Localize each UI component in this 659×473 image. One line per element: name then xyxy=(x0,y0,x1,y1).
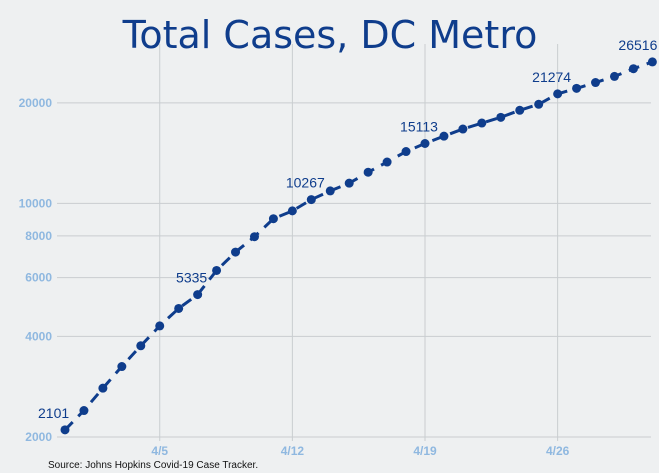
y-tick-label: 20000 xyxy=(19,96,53,110)
data-point xyxy=(609,71,619,81)
data-point xyxy=(628,64,638,74)
x-tick-label: 4/19 xyxy=(413,444,437,458)
data-label: 10267 xyxy=(286,175,325,191)
data-point xyxy=(591,78,601,88)
data-point xyxy=(306,195,316,205)
data-point xyxy=(647,57,657,67)
data-point xyxy=(287,206,297,216)
chart-title: Total Cases, DC Metro xyxy=(122,13,538,57)
series-points xyxy=(60,57,657,435)
data-point xyxy=(249,232,259,242)
data-label: 26516 xyxy=(618,37,657,53)
data-label: 15113 xyxy=(400,119,438,135)
data-point xyxy=(382,157,392,167)
y-tick-label: 4000 xyxy=(25,329,52,343)
data-point xyxy=(117,362,127,372)
data-point xyxy=(477,118,487,128)
grid-lines xyxy=(57,44,651,441)
x-tick-label: 4/5 xyxy=(151,444,168,458)
data-point xyxy=(401,147,411,157)
data-point xyxy=(174,303,184,313)
data-point xyxy=(79,406,89,416)
data-label: 21274 xyxy=(532,69,571,85)
x-tick-label: 4/26 xyxy=(546,444,570,458)
data-point xyxy=(439,131,449,141)
y-tick-label: 10000 xyxy=(19,196,53,210)
y-tick-label: 6000 xyxy=(25,271,52,285)
data-point xyxy=(268,214,278,224)
data-point xyxy=(136,341,146,351)
data-point xyxy=(515,105,525,115)
data-point xyxy=(98,383,108,393)
data-label: 2101 xyxy=(38,405,69,421)
y-tick-label: 8000 xyxy=(25,229,52,243)
data-point xyxy=(212,265,222,275)
y-axis-ticks: 2000 4000 6000 8000 10000 20000 xyxy=(19,96,53,444)
data-point xyxy=(572,83,582,93)
source-note: Source: Johns Hopkins Covid-19 Case Trac… xyxy=(48,460,259,471)
data-point xyxy=(344,178,354,188)
data-point xyxy=(193,290,203,300)
data-point xyxy=(363,167,373,177)
data-point xyxy=(325,186,335,196)
data-point xyxy=(534,99,544,109)
x-tick-label: 4/12 xyxy=(281,444,305,458)
data-point xyxy=(155,321,165,331)
series-line xyxy=(63,60,653,431)
data-point xyxy=(458,124,468,134)
data-point xyxy=(553,89,563,99)
x-axis-ticks: 4/5 4/12 4/19 4/26 xyxy=(151,444,569,458)
data-point xyxy=(231,247,241,257)
data-labels: 2101 5335 10267 15113 21274 26516 xyxy=(38,37,658,421)
data-point xyxy=(420,139,430,149)
data-point xyxy=(496,112,506,122)
y-tick-label: 2000 xyxy=(25,430,52,444)
data-label: 5335 xyxy=(176,270,207,286)
data-point xyxy=(60,425,70,435)
